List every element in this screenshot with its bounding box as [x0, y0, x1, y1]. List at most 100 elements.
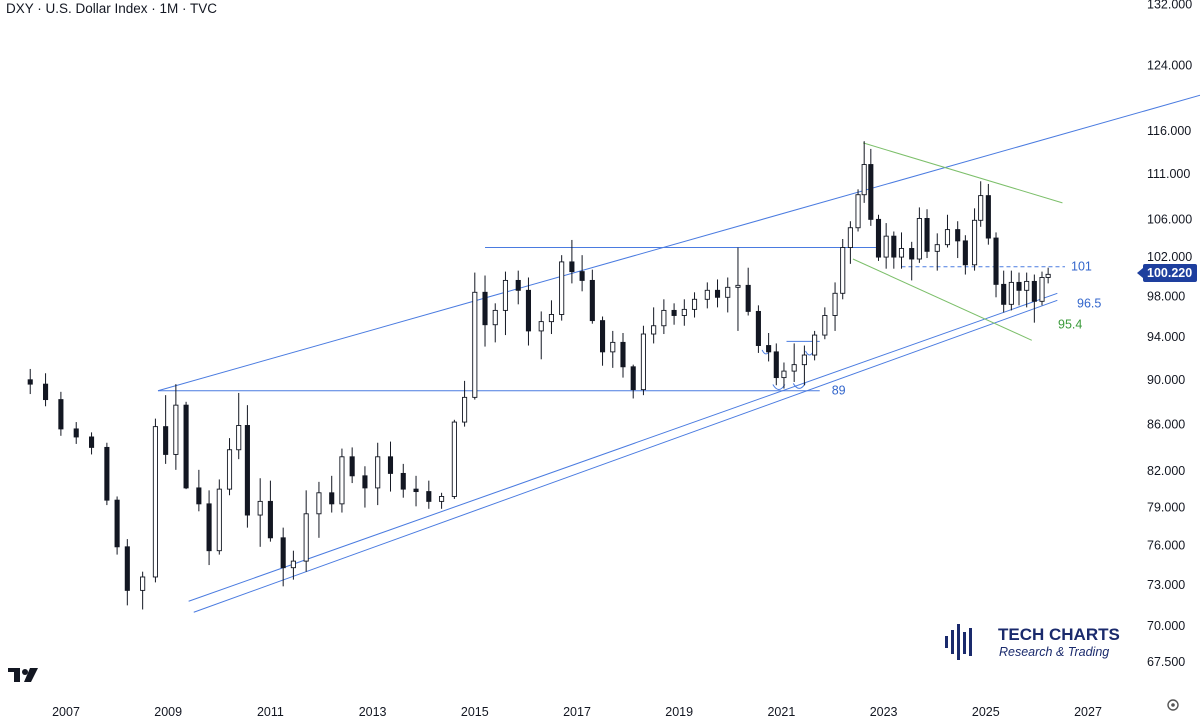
wedge-upper-line: [863, 142, 1063, 204]
settings-gear-icon[interactable]: [1167, 699, 1179, 711]
candle-body-up: [226, 449, 233, 490]
candle-body-up: [303, 513, 309, 562]
candle-body-up: [640, 333, 646, 391]
brand-bars-icon: [945, 624, 972, 660]
candle-body-up: [1039, 277, 1045, 302]
candle-body-down: [73, 428, 79, 438]
candle-body-down: [58, 399, 64, 430]
candle-body-down: [280, 537, 286, 569]
candle-body-down: [579, 271, 585, 281]
candle-body-down: [745, 284, 751, 312]
x-tick-label: 2025: [972, 705, 1000, 719]
candle-body-down: [482, 291, 488, 326]
candle-body-up: [781, 370, 787, 379]
last-price-pointer: [1137, 268, 1143, 278]
candle-body-up: [681, 308, 687, 316]
candle-body-down: [163, 426, 169, 455]
candle-body-up: [934, 244, 940, 252]
candle-body-up: [704, 289, 710, 300]
tv-logo-icon: [8, 668, 20, 682]
candle-body-up: [978, 195, 984, 221]
candle-body-down: [569, 261, 575, 273]
x-tick-label: 2027: [1074, 705, 1102, 719]
candle-body-down: [515, 279, 521, 291]
candle-body-up: [812, 334, 818, 356]
candle-body-down: [589, 279, 595, 322]
candle-body-up: [216, 488, 222, 552]
y-tick-label: 111.000: [1147, 167, 1190, 181]
candle-body-down: [196, 487, 202, 505]
last-price-badge-bg: [1143, 264, 1197, 282]
candle-body-up: [502, 279, 509, 311]
candle-body-up: [822, 315, 828, 336]
y-axis: 132.000 124.000 116.000 111.000 106.000 102.0…: [1147, 0, 1192, 669]
annotations: 101 96.5 95.4 89: [832, 260, 1102, 398]
tv-logo-dot: [22, 669, 28, 675]
candle-body-down: [985, 195, 991, 239]
candle-body-up: [725, 286, 731, 298]
candle-body-up: [691, 298, 698, 310]
candle-body-down: [27, 379, 33, 385]
y-tick-label: 102.000: [1147, 250, 1192, 264]
candle-body-down: [955, 229, 961, 242]
candle-body-down: [349, 456, 355, 477]
y-tick-label: 124.000: [1147, 59, 1192, 73]
candle-body-down: [600, 320, 606, 353]
wedge-lower-line: [852, 258, 1032, 341]
candle-body-down: [924, 217, 930, 252]
x-tick-label: 2009: [154, 705, 182, 719]
y-tick-label: 106.000: [1147, 212, 1192, 226]
candle-body-up: [462, 396, 468, 423]
candle-body-down: [88, 436, 95, 448]
candle-body-up: [832, 292, 838, 316]
candle-body-down: [909, 248, 915, 260]
candle-body-up: [840, 247, 846, 294]
y-tick-label: 86.000: [1147, 417, 1185, 431]
trendlines: [157, 94, 1200, 613]
x-axis: 2007 2009 2011 2013 2015 2017 2019 2021 2023 2025…: [52, 705, 1102, 719]
candle-body-down: [183, 404, 189, 489]
y-tick-label: 94.000: [1147, 330, 1185, 344]
y-tick-label: 76.000: [1147, 539, 1185, 553]
candle-body-up: [883, 235, 889, 258]
candle-body-down: [124, 546, 130, 591]
channel-lower-line-2: [193, 299, 1058, 613]
candle-body-up: [791, 364, 797, 372]
candle-body-up: [651, 325, 657, 335]
x-tick-label: 2023: [870, 705, 898, 719]
tv-logo: [8, 668, 38, 682]
y-tick-label: 116.000: [1147, 124, 1191, 138]
y-tick-label: 73.000: [1147, 578, 1185, 592]
y-tick-label: 82.000: [1147, 464, 1185, 478]
candle-body-down: [362, 475, 368, 489]
candle-body-up: [916, 217, 922, 260]
candle-body-down: [206, 503, 212, 552]
candle-body-up: [472, 291, 478, 398]
candle-body-down: [267, 500, 273, 539]
candle-body-up: [257, 500, 263, 516]
level-label-89: 89: [832, 384, 846, 398]
candle-body-down: [114, 499, 120, 548]
candle-body-down: [43, 383, 49, 401]
candles: [27, 141, 1051, 610]
brand-tagline: Research & Trading: [999, 645, 1109, 659]
last-price-badge: 100.220: [1137, 264, 1197, 282]
candle-body-up: [610, 341, 616, 353]
candle-body-up: [538, 321, 544, 332]
x-tick-label: 2017: [563, 705, 591, 719]
candle-body-down: [993, 237, 999, 285]
bottom-arc: [792, 383, 806, 389]
level-label-96-5: 96.5: [1077, 296, 1101, 310]
brand-logo: TECH CHARTS Research & Trading: [945, 624, 1120, 660]
brand-name: TECH CHARTS: [998, 625, 1120, 644]
candle-body-up: [439, 496, 445, 502]
x-tick-label: 2021: [767, 705, 795, 719]
candle-body-down: [1031, 280, 1037, 302]
candle-body-up: [944, 229, 951, 246]
candle-body-up: [140, 576, 146, 591]
y-tick-label: 98.000: [1147, 289, 1185, 303]
candle-body-down: [400, 472, 406, 490]
candle-body-up: [855, 194, 861, 229]
candle-body-down: [868, 164, 874, 220]
candle-body-up: [559, 261, 565, 315]
